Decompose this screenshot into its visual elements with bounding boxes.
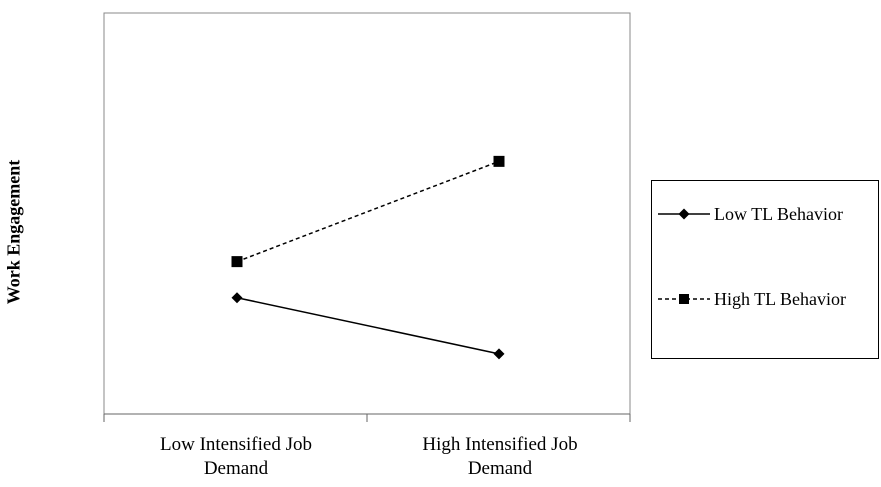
series-layer xyxy=(231,155,505,360)
legend-swatch-high-tl xyxy=(658,294,710,304)
data-point-low-tl-behavior-0 xyxy=(231,292,243,304)
legend-label-high-tl: High TL Behavior xyxy=(714,289,846,309)
data-point-high-tl-behavior-1 xyxy=(493,155,505,167)
x-tick-label-low: Low Intensified Job Demand xyxy=(160,434,312,479)
x-tick-label-high: High Intensified Job Demand xyxy=(422,434,578,479)
data-point-high-tl-behavior-0 xyxy=(231,256,243,268)
series-line-low-tl-behavior xyxy=(236,296,500,355)
legend-swatch-low-tl xyxy=(658,208,710,220)
series-line-high-tl-behavior xyxy=(236,160,500,263)
legend-label-low-tl: Low TL Behavior xyxy=(714,204,843,224)
data-point-low-tl-behavior-1 xyxy=(493,348,505,360)
legend: Low TL Behavior High TL Behavior xyxy=(651,180,879,359)
plot-area-border xyxy=(103,12,631,415)
